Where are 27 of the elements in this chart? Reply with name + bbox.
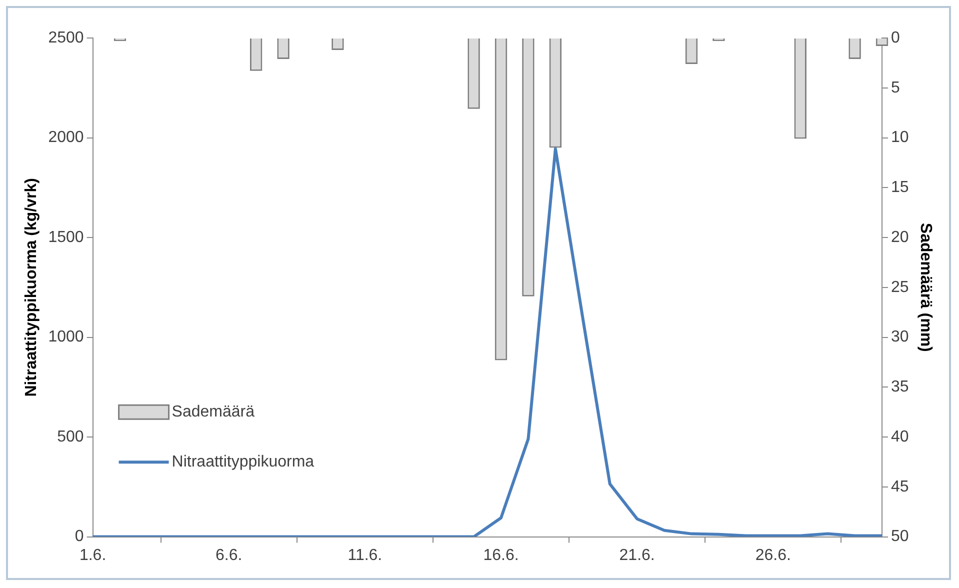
y2-tick-label: 0 <box>891 29 900 46</box>
y2-tick-label: 20 <box>891 228 909 246</box>
y2-tick-label: 10 <box>891 129 909 146</box>
y-tick-label: 1000 <box>48 328 84 346</box>
y2-tick-label: 40 <box>891 428 909 446</box>
legend-label: Sademäärä <box>172 404 255 421</box>
x-tick-label: 11.6. <box>348 546 382 564</box>
y-tick-label: 1500 <box>48 228 84 246</box>
y-tick-label: 2500 <box>48 29 84 46</box>
legend-label: Nitraattityppikuorma <box>172 454 314 471</box>
y-tick-label: 500 <box>57 428 84 446</box>
y2-tick-label: 5 <box>891 79 900 96</box>
x-tick-label: 26.6. <box>755 546 791 564</box>
y2-axis-title: Sademäärä (mm) <box>916 222 934 352</box>
y2-tick-label: 45 <box>891 478 909 496</box>
y2-tick-label: 35 <box>891 378 909 396</box>
x-tick-label: 16.6. <box>483 546 519 564</box>
y2-tick-label: 30 <box>891 328 909 346</box>
y-tick-label: 2000 <box>48 129 84 146</box>
x-tick-label: 6.6. <box>216 546 242 564</box>
y2-tick-label: 15 <box>891 179 909 196</box>
y2-tick-label: 50 <box>891 528 909 546</box>
x-tick-label: 1.6. <box>79 546 106 564</box>
y-axis-title: Nitraattityppikuorma (kg/vrk) <box>23 178 40 397</box>
y2-tick-label: 25 <box>891 278 909 296</box>
x-tick-label: 21.6. <box>619 546 655 564</box>
y-tick-label: 0 <box>74 528 84 546</box>
